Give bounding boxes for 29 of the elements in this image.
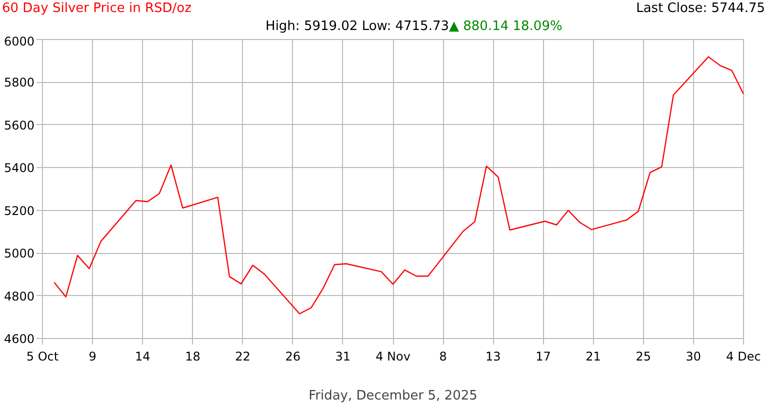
x-tick-label: 14 [135, 350, 150, 364]
x-tick-label: 17 [536, 350, 551, 364]
x-tick-label: 22 [235, 350, 250, 364]
x-tick-label: 21 [586, 350, 601, 364]
chart-title: 60 Day Silver Price in RSD/oz [2, 0, 192, 18]
x-tick-label: 30 [686, 350, 702, 364]
x-tick-label: 25 [636, 350, 651, 364]
x-tick-label: 26 [285, 350, 300, 364]
y-tick-label: 6000 [4, 34, 35, 48]
y-tick-label: 5000 [4, 246, 35, 261]
y-tick-label: 5400 [4, 161, 35, 176]
y-tick-label: 4600 [4, 332, 35, 346]
x-tick-label: 13 [486, 350, 501, 364]
line-series [54, 56, 744, 314]
x-tick-label: 5 Oct [26, 350, 59, 364]
y-tick-label: 4800 [4, 289, 35, 304]
chart-subtitle: High: 5919.02 Low: 4715.73 [266, 18, 449, 36]
y-tick-label: 5800 [4, 76, 35, 90]
y-tick-label: 5200 [4, 204, 35, 218]
x-tick-label: 9 [88, 350, 96, 364]
x-tick-label: 8 [439, 350, 447, 364]
text: Last Close: 5744.75 [636, 0, 765, 18]
x-tick-label: 18 [185, 350, 200, 364]
x-tick-label: 4 Dec [726, 350, 761, 364]
x-tick-label: 31 [335, 350, 351, 364]
x-axis-title: Friday, December 5, 2025 [308, 388, 478, 404]
text: ▲ 880.14 18.09% [449, 18, 562, 36]
x-tick-label: 4 Nov [376, 350, 410, 364]
y-tick-label: 5600 [4, 118, 35, 132]
